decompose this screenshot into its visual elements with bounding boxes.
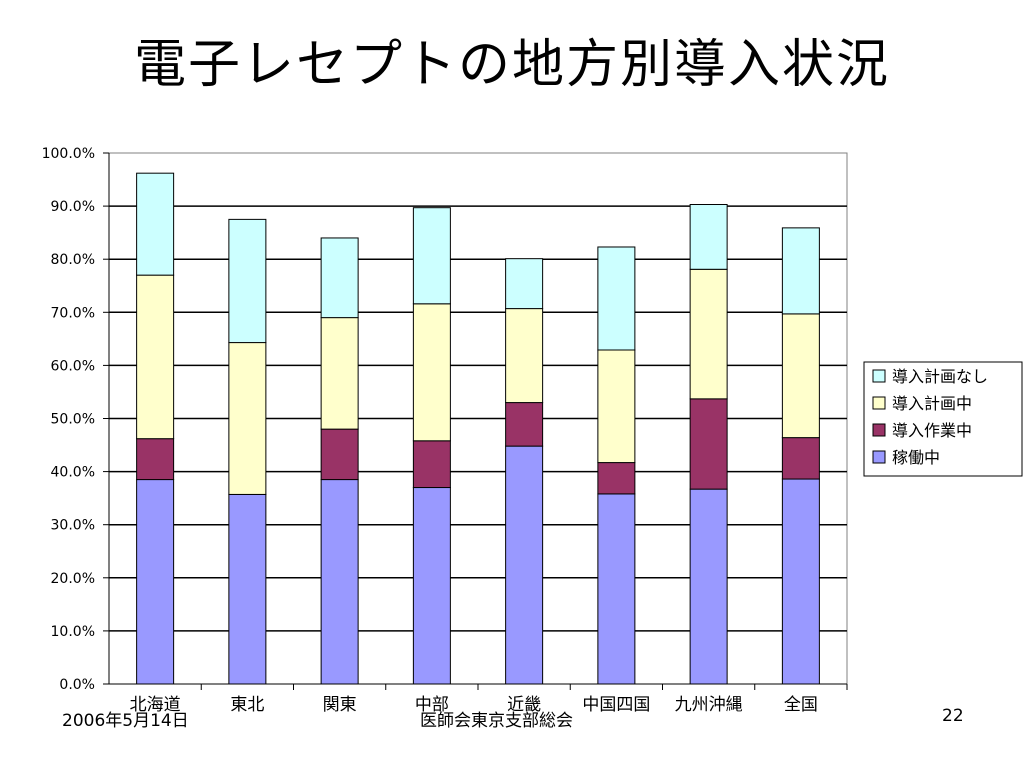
bar-segment (597, 246, 636, 351)
bar-segment (136, 479, 175, 685)
bar-segment (781, 313, 820, 439)
x-tick-label: 中部 (415, 695, 449, 715)
bar-segment (597, 349, 636, 464)
bar-segment (689, 488, 728, 685)
x-tick-label: 北海道 (130, 695, 181, 715)
bar-segment (689, 204, 728, 270)
legend-swatch (872, 423, 886, 437)
bar-segment (597, 493, 636, 685)
bar-segment (228, 342, 267, 495)
x-tick-label: 全国 (784, 695, 818, 715)
bar-segment (781, 227, 820, 315)
y-tick-label: 40.0% (51, 465, 95, 481)
slide-title: 電子レセプトの地方別導入状況 (133, 35, 890, 95)
legend-swatch (872, 396, 886, 410)
bar-segment (136, 438, 175, 481)
bar-segment (412, 303, 451, 442)
y-tick-label: 60.0% (51, 358, 95, 374)
bar-segment (505, 402, 544, 447)
bar-segment (320, 428, 359, 481)
bar-segment (412, 487, 451, 685)
legend-label: 導入計画なし (892, 367, 988, 386)
y-tick-label: 100.0% (42, 146, 95, 162)
x-tick-label: 関東 (323, 695, 357, 715)
x-tick-label: 中国四国 (582, 695, 650, 715)
bar-segment (689, 268, 728, 400)
y-tick-label: 90.0% (51, 199, 95, 215)
y-tick-label: 30.0% (51, 518, 95, 534)
bar-segment (320, 317, 359, 430)
bar-segment (781, 437, 820, 480)
bar-segment (505, 258, 544, 310)
page-number: 22 (942, 706, 964, 726)
y-tick-label: 50.0% (51, 412, 95, 428)
legend-label: 導入計画中 (892, 394, 972, 413)
y-tick-label: 10.0% (51, 624, 95, 640)
legend (863, 361, 1023, 477)
x-tick-label: 九州沖縄 (675, 695, 743, 715)
bar-segment (505, 445, 544, 685)
x-tick-label: 近畿 (507, 695, 541, 715)
bar-segment (689, 398, 728, 490)
y-tick-label: 0.0% (59, 677, 95, 693)
bar-segment (136, 274, 175, 440)
y-tick-label: 70.0% (51, 305, 95, 321)
y-tick-label: 80.0% (51, 252, 95, 268)
footer-date: 2006年5月14日 (62, 711, 189, 731)
legend-label: 稼働中 (892, 448, 940, 467)
footer-organization: 医師会東京支部総会 (420, 711, 573, 731)
legend-swatch (872, 450, 886, 464)
bar-segment (228, 218, 267, 344)
bar-segment (228, 493, 267, 685)
bar-segment (412, 207, 451, 305)
y-tick-label: 20.0% (51, 571, 95, 587)
bar-segment (320, 237, 359, 319)
bar-segment (597, 462, 636, 495)
legend-label: 導入作業中 (892, 421, 972, 440)
bar-segment (412, 440, 451, 489)
x-tick-label: 東北 (230, 695, 264, 715)
bar-segment (505, 308, 544, 404)
bar-segment (781, 478, 820, 685)
legend-swatch (872, 369, 886, 383)
bar-segment (136, 172, 175, 276)
bar-segment (320, 479, 359, 685)
